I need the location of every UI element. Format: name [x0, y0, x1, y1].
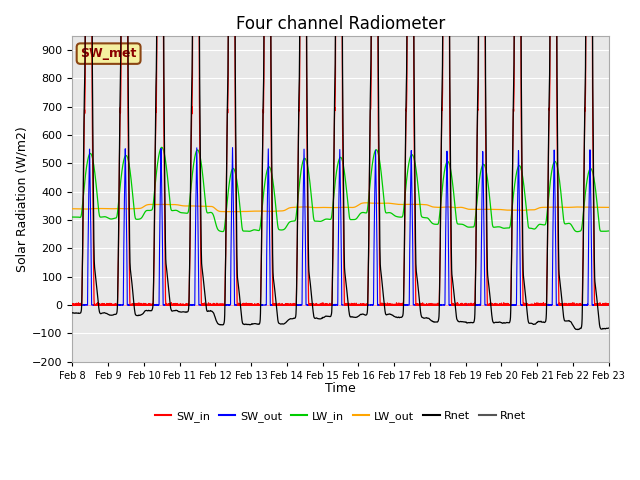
Legend: SW_in, SW_out, LW_in, LW_out, Rnet, Rnet: SW_in, SW_out, LW_in, LW_out, Rnet, Rnet: [150, 407, 531, 426]
Text: SW_met: SW_met: [81, 47, 137, 60]
X-axis label: Time: Time: [325, 382, 356, 395]
Title: Four channel Radiometer: Four channel Radiometer: [236, 15, 445, 33]
Y-axis label: Solar Radiation (W/m2): Solar Radiation (W/m2): [15, 126, 28, 272]
